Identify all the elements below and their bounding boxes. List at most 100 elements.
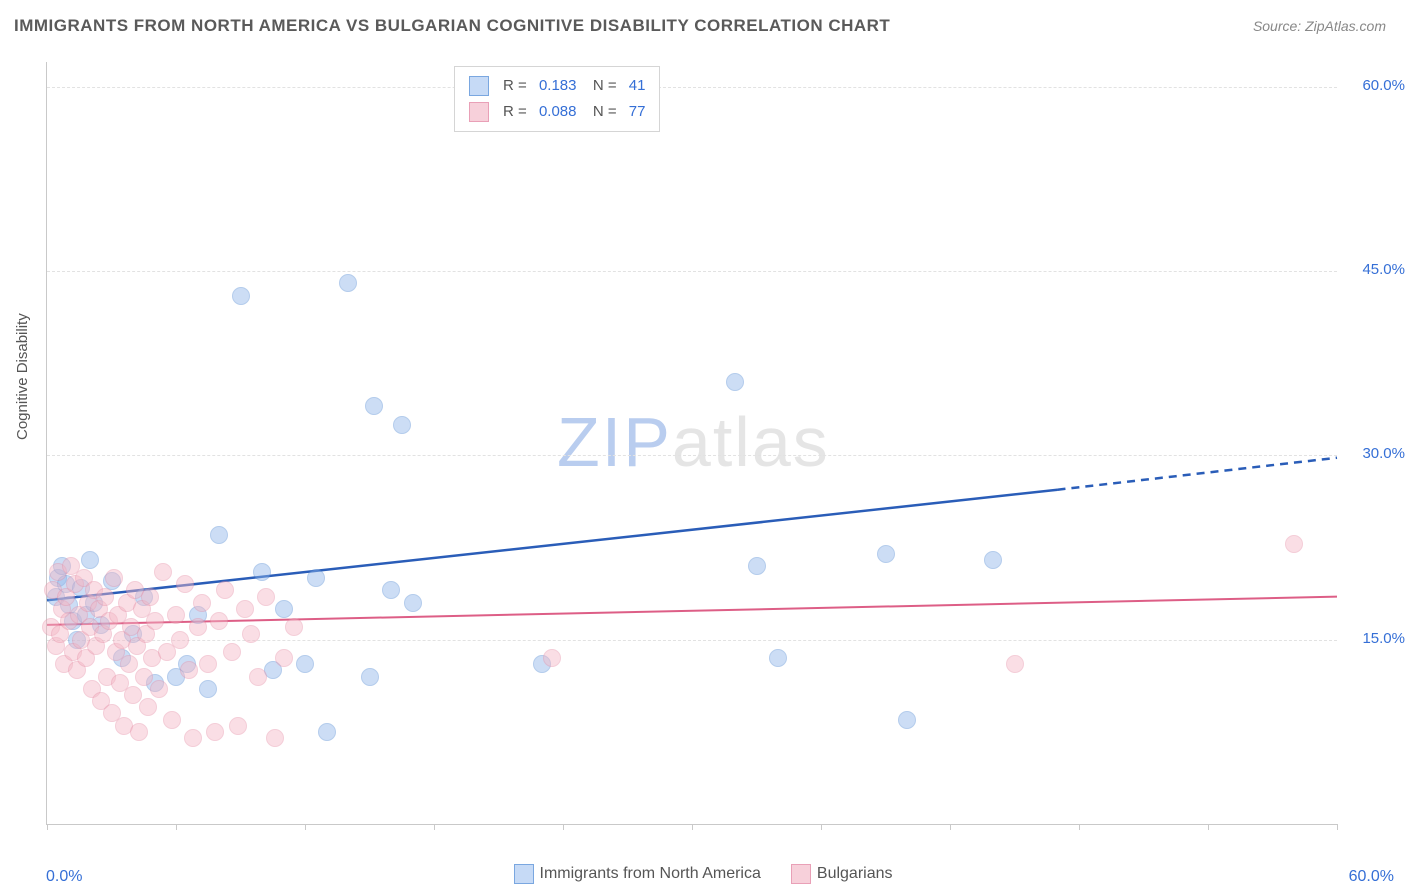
scatter-point [163, 711, 181, 729]
scatter-point [124, 686, 142, 704]
scatter-point [769, 649, 787, 667]
source-attribution: Source: ZipAtlas.com [1253, 18, 1386, 34]
y-tick-label: 30.0% [1362, 445, 1405, 462]
scatter-point [189, 618, 207, 636]
scatter-point [167, 606, 185, 624]
scatter-point [318, 723, 336, 741]
legend-swatch [469, 102, 489, 122]
x-tick [1208, 824, 1209, 830]
scatter-point [257, 588, 275, 606]
scatter-point [236, 600, 254, 618]
scatter-point [339, 274, 357, 292]
scatter-point [184, 729, 202, 747]
stats-legend-row: R = 0.183 N = 41 [469, 73, 645, 99]
scatter-point [176, 575, 194, 593]
scatter-point [154, 563, 172, 581]
trend-line [47, 490, 1058, 601]
legend-label: Bulgarians [817, 865, 893, 882]
legend-label: Immigrants from North America [540, 865, 761, 882]
scatter-point [139, 698, 157, 716]
legend-swatch [514, 864, 534, 884]
bottom-legend: Immigrants from North America Bulgarians [0, 864, 1406, 884]
scatter-point [130, 723, 148, 741]
x-tick [176, 824, 177, 830]
scatter-point [223, 643, 241, 661]
stats-n-value: 77 [629, 99, 646, 125]
scatter-point [141, 588, 159, 606]
stats-n-label: N = [584, 73, 620, 99]
scatter-point [81, 551, 99, 569]
chart-title: IMMIGRANTS FROM NORTH AMERICA VS BULGARI… [14, 16, 890, 36]
scatter-point [361, 668, 379, 686]
x-tick [821, 824, 822, 830]
scatter-point [96, 588, 114, 606]
x-tick [950, 824, 951, 830]
stats-r-value: 0.183 [539, 73, 577, 99]
gridline [47, 455, 1337, 456]
trend-line-extension [1058, 458, 1338, 490]
scatter-point [382, 581, 400, 599]
scatter-point [1285, 535, 1303, 553]
scatter-point [249, 668, 267, 686]
scatter-point [229, 717, 247, 735]
scatter-point [150, 680, 168, 698]
y-tick-label: 15.0% [1362, 630, 1405, 647]
chart-container: { "title":"IMMIGRANTS FROM NORTH AMERICA… [0, 0, 1406, 892]
stats-legend-row: R = 0.088 N = 77 [469, 99, 645, 125]
scatter-point [877, 545, 895, 563]
stats-n-value: 41 [629, 73, 646, 99]
scatter-point [180, 661, 198, 679]
scatter-point [393, 416, 411, 434]
scatter-point [898, 711, 916, 729]
scatter-point [253, 563, 271, 581]
legend-swatch [469, 76, 489, 96]
scatter-point [193, 594, 211, 612]
scatter-point [726, 373, 744, 391]
scatter-point [206, 723, 224, 741]
scatter-point [210, 526, 228, 544]
scatter-point [135, 668, 153, 686]
scatter-point [105, 569, 123, 587]
scatter-point [275, 649, 293, 667]
scatter-point [275, 600, 293, 618]
gridline [47, 271, 1337, 272]
scatter-point [285, 618, 303, 636]
y-tick-label: 60.0% [1362, 77, 1405, 94]
stats-r-label: R = [503, 99, 531, 125]
x-tick [47, 824, 48, 830]
scatter-point [199, 680, 217, 698]
legend-swatch [791, 864, 811, 884]
plot-area: ZIPatlas 15.0%30.0%45.0%60.0% [46, 62, 1337, 825]
scatter-point [199, 655, 217, 673]
scatter-point [216, 581, 234, 599]
scatter-point [984, 551, 1002, 569]
gridline [47, 87, 1337, 88]
stats-r-label: R = [503, 73, 531, 99]
scatter-point [146, 612, 164, 630]
y-axis-label: Cognitive Disability [14, 313, 31, 440]
scatter-point [210, 612, 228, 630]
legend-item: Immigrants from North America [514, 864, 761, 884]
scatter-point [748, 557, 766, 575]
scatter-point [296, 655, 314, 673]
trend-lines-layer [47, 62, 1337, 824]
x-tick [692, 824, 693, 830]
scatter-point [543, 649, 561, 667]
scatter-point [365, 397, 383, 415]
x-tick [1079, 824, 1080, 830]
x-tick [305, 824, 306, 830]
x-tick [434, 824, 435, 830]
gridline [47, 640, 1337, 641]
x-tick [1337, 824, 1338, 830]
stats-n-label: N = [584, 99, 620, 125]
scatter-point [120, 655, 138, 673]
y-tick-label: 45.0% [1362, 261, 1405, 278]
stats-r-value: 0.088 [539, 99, 577, 125]
scatter-point [232, 287, 250, 305]
scatter-point [266, 729, 284, 747]
scatter-point [242, 625, 260, 643]
scatter-point [404, 594, 422, 612]
scatter-point [1006, 655, 1024, 673]
scatter-point [171, 631, 189, 649]
x-tick [563, 824, 564, 830]
